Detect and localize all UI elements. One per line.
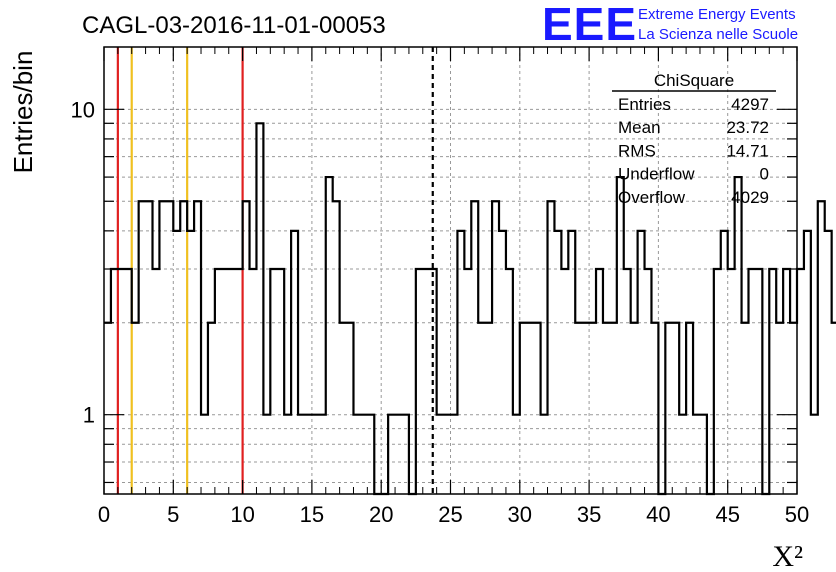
stats-row-value: 4029: [731, 188, 769, 207]
histogram-bin: [153, 269, 160, 494]
histogram-bin: [340, 323, 347, 494]
logo-letters: EEE: [542, 0, 637, 50]
axis-ticks: [103, 47, 798, 494]
logo-line1: Extreme Energy Events: [638, 6, 796, 23]
histogram-bin: [561, 269, 568, 494]
histogram-bin: [478, 323, 485, 494]
stats-row-label: Mean: [618, 118, 661, 137]
histogram-bin: [728, 269, 735, 494]
grid: [104, 47, 797, 494]
stats-row-label: Underflow: [618, 165, 695, 184]
histogram-bin: [499, 231, 506, 494]
histogram-bin: [423, 269, 430, 494]
stats-row-value: 4297: [731, 95, 769, 114]
y-tick-label: 1: [83, 403, 95, 428]
x-axis-label: X²: [772, 540, 803, 572]
histogram-bin: [173, 231, 180, 494]
histogram-bin: [631, 323, 638, 494]
histogram-bin: [589, 323, 596, 494]
stats-box-rows: Entries 4297 Mean 23.72 RMS 14.71 Underflow 0 Ov…: [618, 95, 769, 207]
histogram-bin: [610, 323, 617, 494]
x-tick-label: 25: [438, 502, 462, 527]
x-tick-label: 0: [98, 502, 110, 527]
stats-row-value: 0: [760, 165, 769, 184]
x-tick-label: 50: [785, 502, 809, 527]
stats-row-label: RMS: [618, 141, 656, 160]
histogram-bin: [464, 269, 471, 494]
histogram-bin: [582, 323, 589, 494]
histogram-bin: [832, 323, 836, 494]
x-tick-label: 30: [508, 502, 532, 527]
stats-row-value: 23.72: [726, 118, 769, 137]
histogram-series: [104, 122, 836, 496]
histogram-bin: [742, 323, 749, 494]
stats-row-label: Overflow: [618, 188, 686, 207]
histogram-bin: [527, 323, 534, 494]
reference-lines: [116, 47, 434, 494]
histogram-bin: [104, 323, 111, 494]
histogram-bin: [790, 323, 797, 494]
stats-row-label: Entries: [618, 95, 671, 114]
x-tick-label: 5: [167, 502, 179, 527]
histogram-bin: [776, 323, 783, 494]
x-tick-label: 10: [230, 502, 254, 527]
x-tick-label: 45: [715, 502, 739, 527]
axis-tick-labels: 0 5 10 15 20 25 30 35 40 45 50 1 10: [71, 97, 810, 527]
histogram-bin: [166, 201, 173, 494]
histogram-bin: [575, 323, 582, 494]
histogram-bin: [554, 231, 561, 494]
eee-logo: EEE Extreme Energy Events La Scienza nel…: [542, 0, 798, 50]
histogram-bin: [250, 269, 257, 494]
histogram-bin: [485, 323, 492, 494]
logo-line2: La Scienza nelle Scuole: [638, 26, 798, 43]
x-tick-label: 15: [300, 502, 324, 527]
stats-row-value: 14.71: [726, 141, 769, 160]
histogram-outline: [104, 122, 836, 496]
histogram-bin: [811, 415, 818, 494]
histogram-bin: [229, 269, 236, 494]
stats-box-title: ChiSquare: [654, 71, 734, 90]
x-tick-label: 20: [369, 502, 393, 527]
histogram-bin: [721, 231, 728, 494]
x-tick-label: 35: [577, 502, 601, 527]
histogram-bin: [603, 323, 610, 494]
y-tick-label: 10: [71, 97, 95, 122]
x-tick-label: 40: [646, 502, 670, 527]
stats-box: ChiSquare Entries 4297 Mean 23.72 RMS 14.71 Un…: [612, 71, 776, 207]
histogram-bin: [222, 269, 229, 494]
chart-title: CAGL-03-2016-11-01-00053: [82, 12, 386, 39]
y-axis-label: Entries/bin: [8, 51, 38, 174]
